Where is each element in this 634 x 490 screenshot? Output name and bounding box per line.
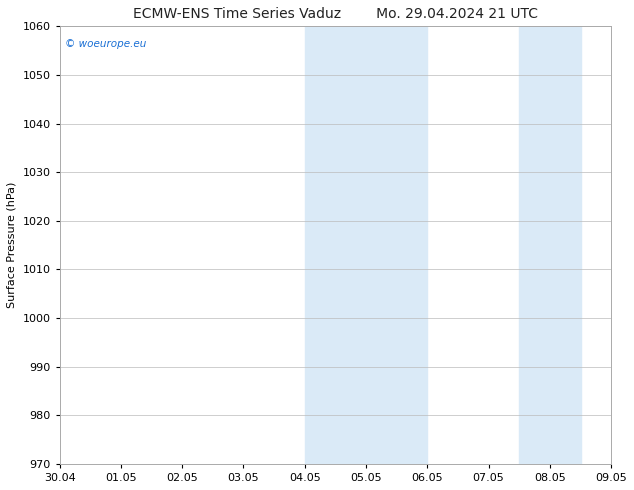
Title: ECMW-ENS Time Series Vaduz        Mo. 29.04.2024 21 UTC: ECMW-ENS Time Series Vaduz Mo. 29.04.202… [133, 7, 538, 21]
Text: © woeurope.eu: © woeurope.eu [65, 39, 146, 49]
Bar [305, 26, 427, 464]
Bar [519, 26, 581, 464]
Y-axis label: Surface Pressure (hPa): Surface Pressure (hPa) [7, 182, 17, 308]
